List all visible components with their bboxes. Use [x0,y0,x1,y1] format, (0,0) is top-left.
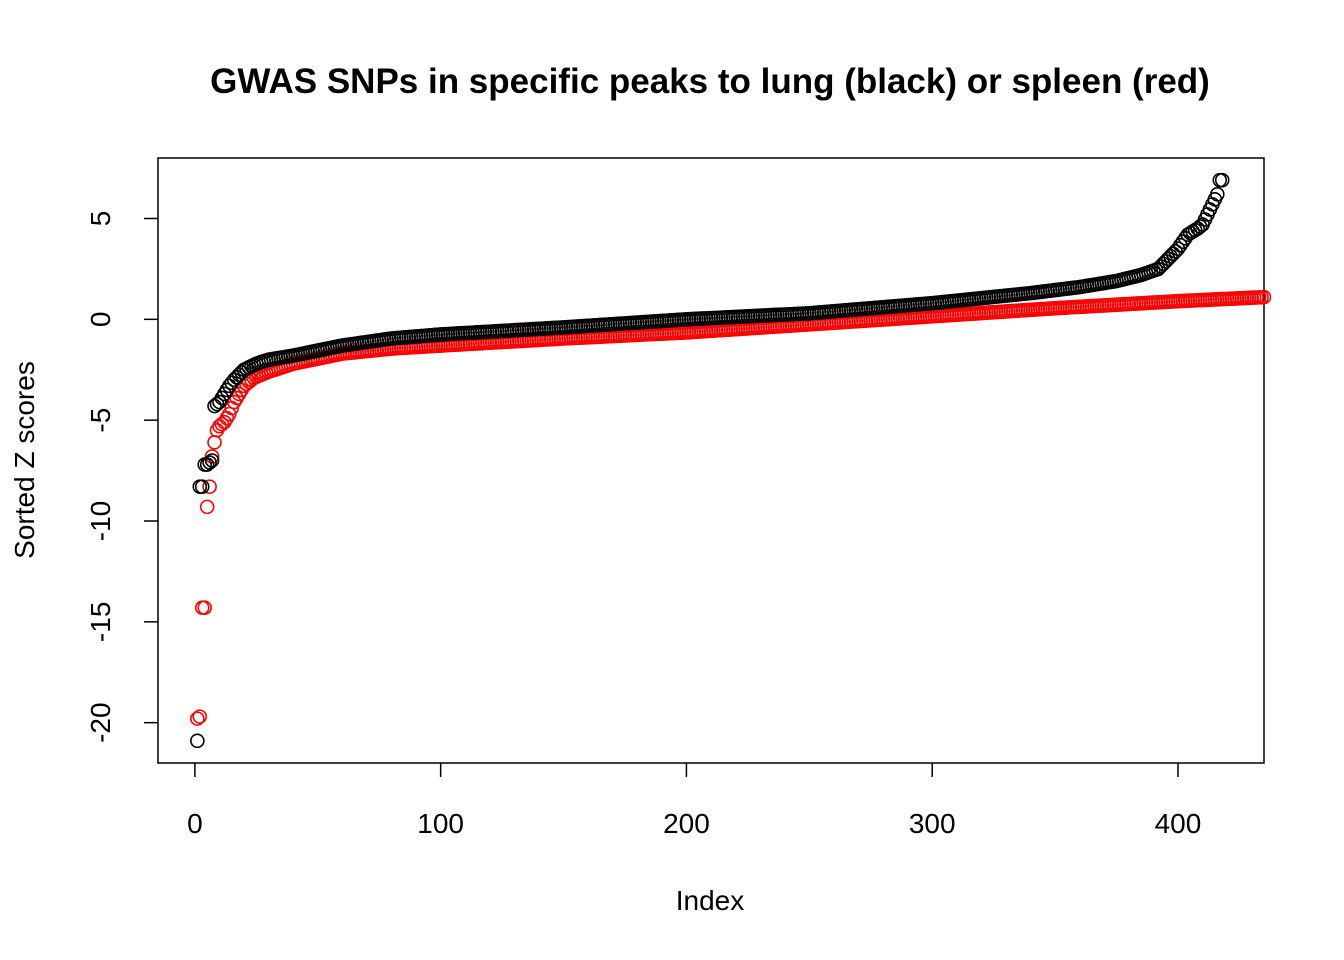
x-tick-label: 200 [663,808,710,839]
data-point [1165,246,1181,262]
data-point [1214,172,1230,188]
data-point [202,479,217,495]
x-axis-label: Index [676,885,745,916]
data-point [1151,261,1166,277]
y-tick-label: -20 [85,702,116,742]
chart-title: GWAS SNPs in specific peaks to lung (bla… [210,62,1210,101]
data-point [199,457,215,472]
data-point [1163,249,1178,264]
data-point [199,499,215,515]
y-tick-label: 5 [85,211,116,227]
data-point [190,733,205,749]
y-tick-label: -15 [85,602,116,642]
data-point [212,418,227,434]
data-point [1158,254,1173,269]
x-tick-label: 0 [187,808,203,839]
data-point [197,600,212,616]
data-point [194,479,210,495]
x-tick-label: 400 [1155,808,1202,839]
y-tick-label: 0 [85,312,116,328]
plot-frame [157,157,1265,764]
data-point [192,709,208,724]
axes: 0 100 200 300 400 -20 -15 -10 -5 0 5 [85,211,1201,839]
data-point [229,370,244,385]
x-tick-label: 300 [909,808,956,839]
data-point [1153,259,1169,274]
data-point [1160,251,1176,267]
series-0 [190,289,1272,726]
y-axis-label: Sorted Z scores [9,361,40,559]
data-point [204,453,220,468]
data-point [207,398,222,414]
data-point [1190,221,1205,236]
data-point [1155,256,1171,272]
data-points [190,172,1272,749]
y-tick-label: -10 [85,501,116,541]
data-point [1256,289,1272,305]
x-tick-label: 100 [417,808,464,839]
series-1 [190,172,1230,749]
data-point [190,711,205,726]
data-point [226,372,242,388]
data-point [202,455,217,470]
y-tick-label: -5 [85,408,116,433]
data-point [1210,187,1225,202]
data-point [207,435,222,450]
